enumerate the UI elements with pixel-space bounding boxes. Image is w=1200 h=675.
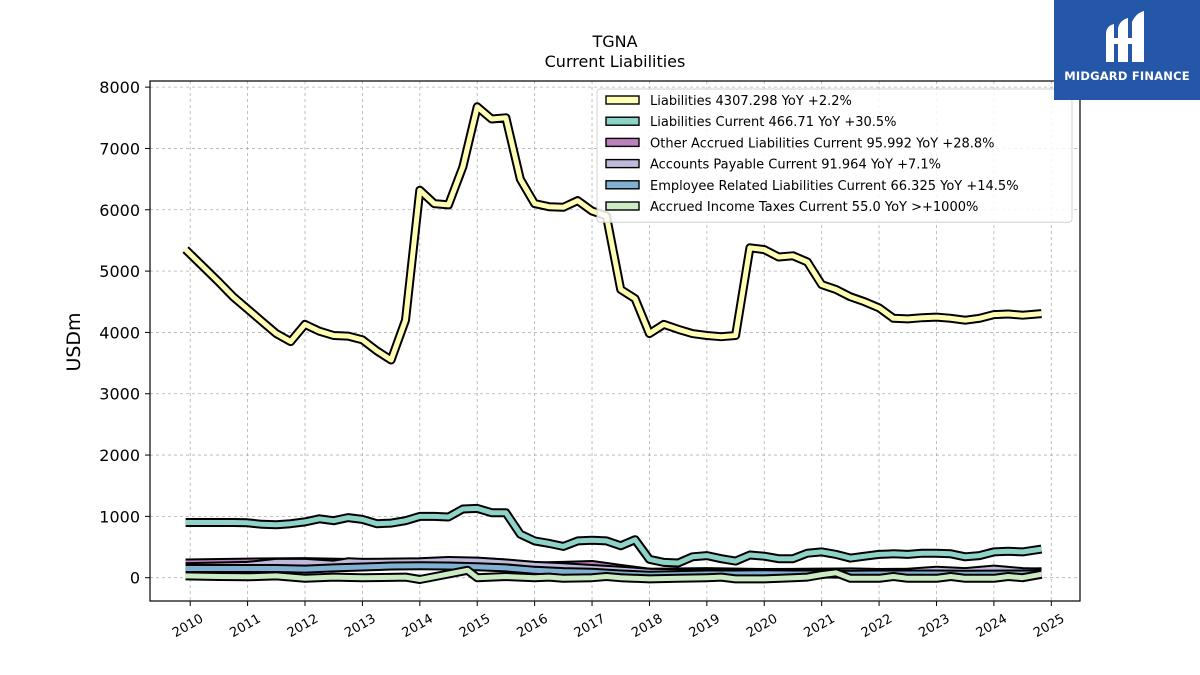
series-0 (182, 102, 1042, 365)
x-tick-label: 2024 (974, 611, 1010, 641)
x-tick-label: 2022 (859, 611, 895, 641)
legend-label: Liabilities 4307.298 YoY +2.2% (650, 94, 852, 109)
x-tick-label: 2014 (400, 611, 436, 641)
y-tick-label: 2000 (99, 446, 140, 465)
legend: Liabilities 4307.298 YoY +2.2% Liabilitie… (596, 88, 1073, 223)
legend-box (596, 88, 1073, 223)
y-tick-label: 5000 (99, 262, 140, 281)
y-tick-label: 8000 (99, 78, 140, 97)
series-line (183, 104, 1042, 363)
brand-name: MIDGARD FINANCE (1064, 69, 1190, 83)
legend-swatch (605, 158, 640, 169)
series-1 (185, 503, 1043, 568)
series-line (185, 567, 1042, 582)
legend-label: Accrued Income Taxes Current 55.0 YoY >+… (650, 200, 978, 215)
series-layer (182, 102, 1043, 584)
x-tick-label: 2013 (342, 611, 378, 641)
brand-mark-icon (1106, 11, 1144, 62)
y-tick-label: 1000 (99, 507, 140, 526)
y-tick-label: 3000 (99, 385, 140, 404)
y-tick-label: 6000 (99, 201, 140, 220)
x-tick-label: 2017 (572, 611, 608, 641)
x-tick-label: 2023 (916, 611, 952, 641)
y-tick-label: 0 (130, 569, 140, 588)
x-tick-label: 2016 (514, 611, 550, 641)
legend-swatch (605, 95, 640, 105)
brand-logo: MIDGARD FINANCE (1054, 0, 1200, 100)
legend-swatch (605, 137, 640, 148)
x-tick-label: 2011 (227, 611, 263, 641)
legend-label: Employee Related Liabilities Current 66.… (650, 179, 1019, 194)
x-tick-label: 2010 (170, 611, 206, 641)
x-tick-label: 2019 (687, 611, 723, 641)
chart-title: TGNA (591, 32, 637, 51)
series-line (185, 505, 1042, 566)
legend-swatch (605, 116, 640, 126)
chart-subtitle: Current Liabilities (545, 52, 686, 71)
legend-swatch (605, 180, 640, 190)
legend-label: Accounts Payable Current 91.964 YoY +7.1… (650, 158, 941, 173)
x-tick-label: 2015 (457, 611, 493, 641)
x-tick-label: 2012 (285, 611, 321, 641)
x-tick-label: 2020 (744, 611, 780, 641)
x-tick-label: 2021 (802, 611, 838, 641)
x-tick-label: 2018 (629, 611, 665, 641)
legend-swatch (605, 201, 640, 211)
plot-frame (149, 80, 1081, 602)
legend-label: Liabilities Current 466.71 YoY +30.5% (650, 115, 897, 130)
x-tick-label: 2025 (1031, 611, 1067, 641)
y-tick-label: 7000 (99, 139, 140, 158)
y-axis-label: USDm (63, 312, 85, 371)
series-5 (185, 565, 1043, 584)
legend-label: Other Accrued Liabilities Current 95.992… (650, 136, 995, 151)
y-tick-label: 4000 (99, 323, 140, 342)
